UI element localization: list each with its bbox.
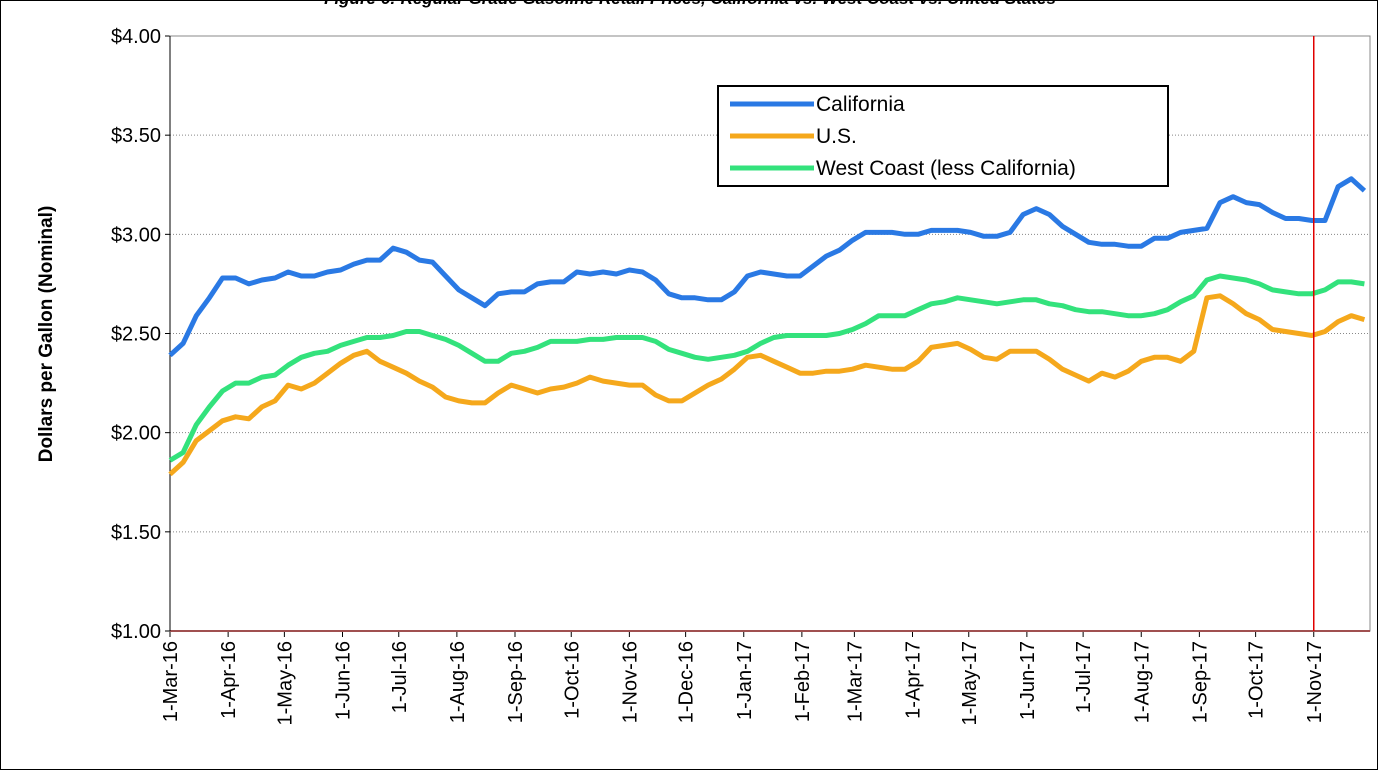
x-tick-label: 1-May-16 xyxy=(274,641,296,725)
y-tick-label: $2.00 xyxy=(111,423,161,445)
x-tick-label: 1-Mar-17 xyxy=(844,641,866,722)
series-line xyxy=(168,293,1366,477)
y-tick-label: $3.50 xyxy=(111,125,161,147)
x-tick-label: 1-Feb-17 xyxy=(792,641,814,722)
legend-label: U.S. xyxy=(816,125,857,148)
x-tick-label: 1-Jun-16 xyxy=(333,641,355,720)
x-tick-label: 1-Nov-16 xyxy=(619,641,641,723)
legend-label: California xyxy=(816,93,905,116)
x-tick-label: 1-Apr-16 xyxy=(218,641,240,719)
x-tick-label: 1-Sep-17 xyxy=(1189,641,1211,723)
x-tick-label: 1-Aug-16 xyxy=(447,641,469,723)
x-tick-label: 1-Mar-16 xyxy=(160,641,182,722)
x-tick-label: 1-Jul-16 xyxy=(389,641,411,713)
legend-label: West Coast (less California) xyxy=(816,157,1076,180)
y-tick-label: $1.00 xyxy=(111,621,161,643)
x-tick-label: 1-Apr-17 xyxy=(903,641,925,719)
y-tick-label: $1.50 xyxy=(111,522,161,544)
x-tick-label: 1-Jun-17 xyxy=(1017,641,1039,720)
y-axis-label: Dollars per Gallon (Nominal) xyxy=(36,206,57,463)
series-line xyxy=(168,176,1367,358)
x-tick-label: 1-May-17 xyxy=(959,641,981,725)
x-tick-label: 1-Jan-17 xyxy=(734,641,756,720)
series-line xyxy=(168,273,1365,463)
y-tick-label: $4.00 xyxy=(111,26,161,48)
x-tick-label: 1-Sep-16 xyxy=(505,641,527,723)
x-tick-label: 1-Oct-17 xyxy=(1246,641,1268,719)
x-tick-label: 1-Jul-17 xyxy=(1073,641,1095,713)
x-tick-label: 1-Nov-17 xyxy=(1304,641,1326,723)
x-tick-label: 1-Oct-16 xyxy=(561,641,583,719)
y-tick-label: $2.50 xyxy=(111,324,161,346)
x-tick-label: 1-Aug-17 xyxy=(1131,641,1153,723)
x-tick-label: 1-Dec-16 xyxy=(676,641,698,723)
y-tick-label: $3.00 xyxy=(111,224,161,246)
chart-title: Figure 6: Regular Grade Gasoline Retail … xyxy=(324,0,1056,8)
